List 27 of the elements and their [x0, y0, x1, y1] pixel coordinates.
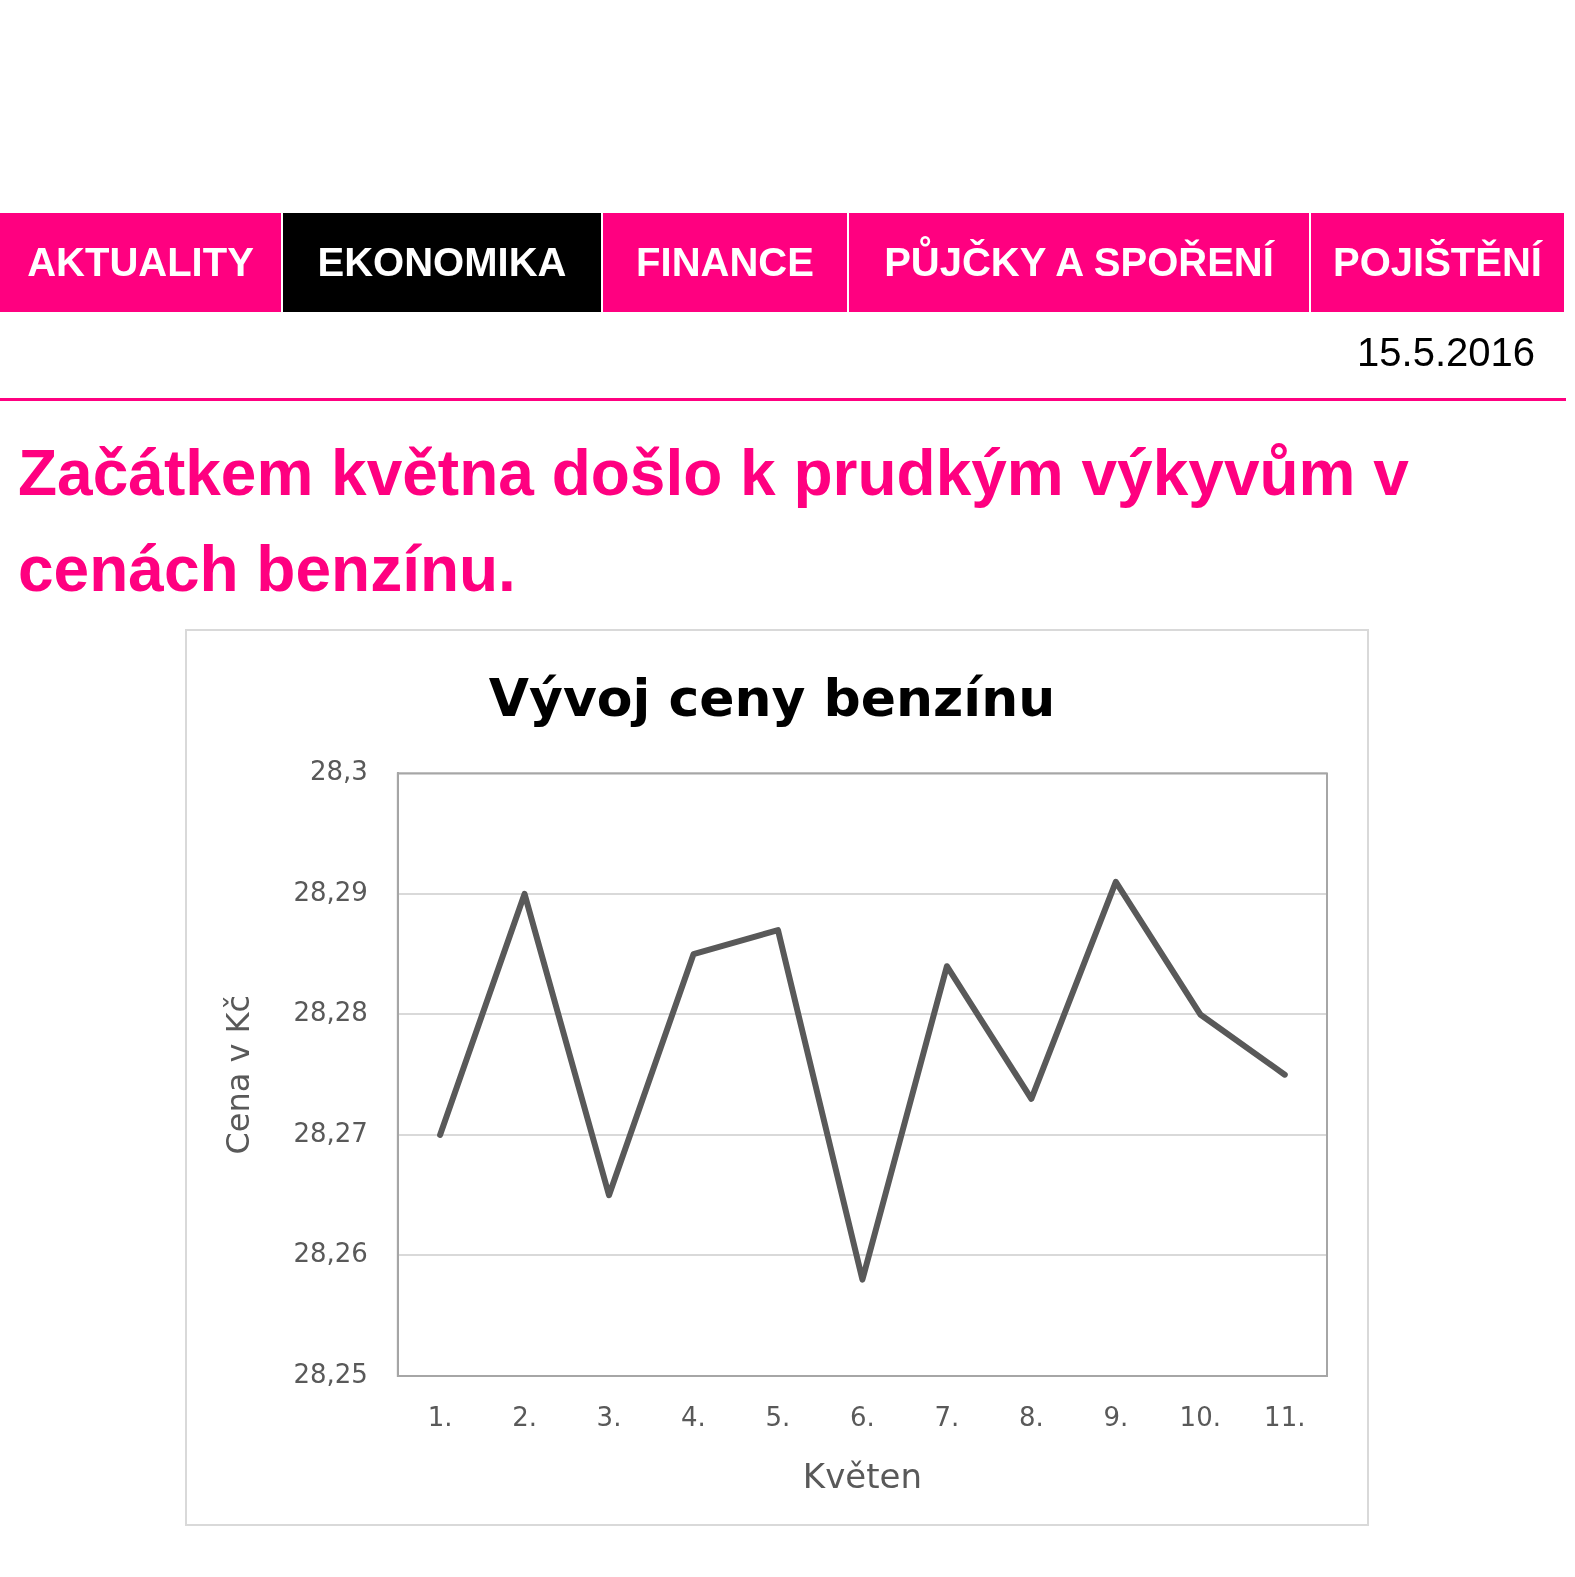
y-tick-label: 28,28: [293, 997, 368, 1028]
text: POJIŠTĚNÍ: [1311, 213, 1566, 312]
y-tick-label: 28,27: [293, 1117, 368, 1148]
text: FINANCE: [603, 213, 849, 312]
x-tick-label: 7.: [934, 1402, 960, 1433]
chart-subtitle: Začátkem května došlo k prudkým výkyvům v cenách benzínu.: [18, 436, 1410, 607]
text: PŮJČKY A SPOŘENÍ: [849, 213, 1311, 312]
x-tick-label: 10.: [1179, 1402, 1221, 1433]
y-tick-label: 28,26: [293, 1238, 368, 1269]
x-tick-label: 4.: [681, 1402, 706, 1433]
y-tick-label: 28,29: [293, 876, 368, 907]
x-tick-label: 3.: [596, 1402, 622, 1433]
x-tick-label: 9.: [1103, 1402, 1129, 1433]
text: EKONOMIKA: [283, 213, 603, 312]
x-tick-label: 11.: [1264, 1402, 1306, 1433]
y-axis-title: Cena v Kč: [218, 994, 257, 1155]
y-tick-label: 28,25: [293, 1358, 368, 1389]
x-axis-title: Květen: [802, 1456, 922, 1497]
chart-title: Vývoj ceny benzínu: [488, 667, 1056, 728]
x-tick-label: 1.: [427, 1402, 453, 1433]
x-tick-label: 8.: [1018, 1402, 1044, 1433]
text: 15.5.2016: [1357, 330, 1535, 375]
x-tick-label: 5.: [765, 1402, 791, 1433]
x-tick-label: 2.: [512, 1402, 537, 1433]
text: AKTUALITY: [0, 213, 283, 312]
x-tick-label: 6.: [850, 1402, 875, 1433]
y-tick-label: 28,3: [309, 756, 368, 787]
